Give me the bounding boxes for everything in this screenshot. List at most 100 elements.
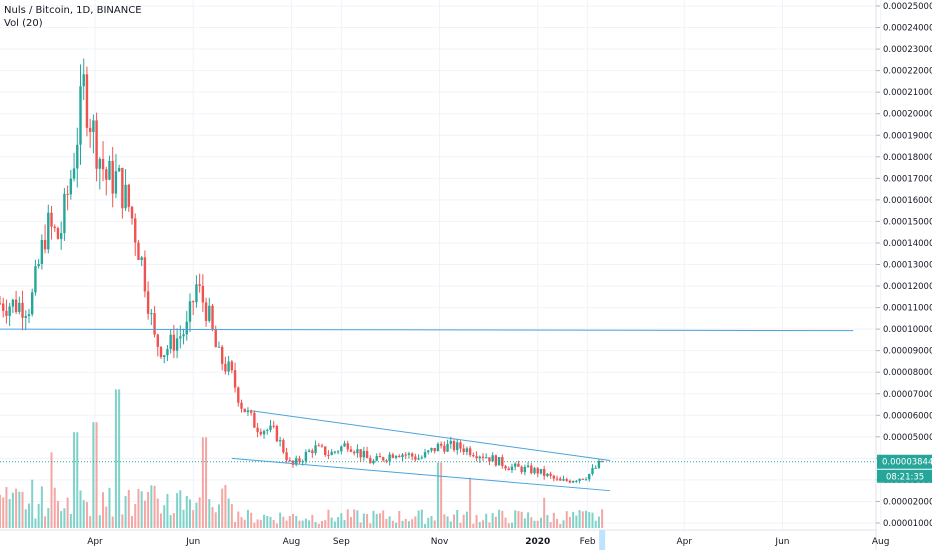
candle-body xyxy=(88,127,92,133)
candle-body xyxy=(262,430,266,435)
volume-bar xyxy=(433,520,436,528)
volume-bar xyxy=(378,513,381,528)
candle-body xyxy=(488,457,491,462)
volume-bar xyxy=(240,517,243,528)
volume-bar xyxy=(31,479,34,528)
volume-bar xyxy=(275,523,278,528)
y-tick-label: 0.00017000 xyxy=(883,174,932,184)
volume-bar xyxy=(436,462,439,528)
x-tick-label: Aug xyxy=(872,537,890,547)
candle-body xyxy=(336,451,340,453)
volume-bar xyxy=(568,516,571,528)
volume-bar xyxy=(89,516,92,528)
candle-body xyxy=(53,226,56,229)
candle-body xyxy=(40,239,44,265)
candle-body xyxy=(356,449,359,454)
volume-bar xyxy=(160,513,162,528)
price-axis[interactable]: 0.000010000.000020000.000030000.00004000… xyxy=(875,0,932,550)
volume-bar xyxy=(214,512,217,528)
volume-bar xyxy=(114,389,117,528)
volume-bar xyxy=(263,514,266,528)
volume-bar xyxy=(353,509,356,528)
volume-bar xyxy=(565,511,568,528)
candle-body xyxy=(278,440,282,442)
volume-bar xyxy=(388,516,391,528)
symbol-title[interactable]: Nuls / Bitcoin, 1D, BINANCE xyxy=(4,5,142,16)
volume-bar xyxy=(591,512,594,528)
volume-bar xyxy=(18,491,21,528)
volume-bar xyxy=(536,520,539,528)
candle-body xyxy=(240,402,243,409)
volume-bar xyxy=(230,504,233,528)
volume-bar xyxy=(330,517,333,528)
trendline-lower-channel[interactable] xyxy=(231,457,611,492)
candle-body xyxy=(82,74,85,87)
y-tick-label: 0.00015000 xyxy=(883,217,932,227)
candle-body xyxy=(153,313,156,335)
volume-bar xyxy=(349,516,352,528)
candle-body xyxy=(59,233,63,239)
candle-body xyxy=(34,266,37,293)
candle-body xyxy=(404,454,407,456)
candle-body xyxy=(214,328,217,348)
candle-body xyxy=(314,445,317,454)
candle-body xyxy=(79,86,82,145)
candle-body xyxy=(333,451,337,453)
volume-bar xyxy=(581,511,584,528)
candle-body xyxy=(536,468,539,474)
volume-bar xyxy=(0,494,1,528)
candle-body xyxy=(0,303,2,305)
candle-body xyxy=(249,410,253,413)
candle-body xyxy=(298,458,301,462)
candle-body xyxy=(365,450,369,459)
candle-body xyxy=(491,455,494,462)
candle-body xyxy=(520,466,523,473)
y-tick-label: 0.00013000 xyxy=(883,261,932,271)
candle-body xyxy=(459,442,462,449)
candle-body xyxy=(510,466,514,471)
volume-bar xyxy=(449,521,452,528)
volume-bar xyxy=(131,516,134,528)
candle-body xyxy=(21,302,24,318)
y-tick-label: 0.00006000 xyxy=(883,411,932,421)
trendlines[interactable] xyxy=(0,328,876,492)
candle-body xyxy=(497,457,501,466)
y-tick-label: 0.00024000 xyxy=(883,24,932,34)
volume-bar xyxy=(172,513,175,528)
candle-body xyxy=(124,184,127,209)
y-tick-label: 0.00011000 xyxy=(883,304,932,314)
candle-body xyxy=(349,449,353,452)
candle-body xyxy=(372,460,375,464)
volume-bar xyxy=(488,522,491,528)
volume-bar xyxy=(27,503,30,528)
volume-bar xyxy=(208,499,211,528)
time-axis[interactable]: Apr Jun Aug Sep Nov 2020 Feb Apr Jun Aug xyxy=(0,529,890,550)
candle-body xyxy=(140,257,143,260)
candle-body xyxy=(343,443,346,447)
volume-bar xyxy=(304,518,307,528)
volume-bar xyxy=(272,519,275,528)
current-bar-marker xyxy=(599,530,606,550)
candle-body xyxy=(192,301,195,303)
volume-bar xyxy=(211,507,214,528)
volume-indicator-label[interactable]: Vol (20) xyxy=(4,18,43,29)
volume-bar xyxy=(356,510,359,528)
volume-bar xyxy=(510,522,513,528)
candle-body xyxy=(256,427,259,432)
candle-body xyxy=(259,431,263,435)
candle-body xyxy=(198,284,201,286)
candle-body xyxy=(507,468,510,471)
trendline-horizontal[interactable] xyxy=(0,328,854,332)
trendline-upper-channel[interactable] xyxy=(252,410,611,462)
candle-body xyxy=(156,334,159,347)
volume-bar xyxy=(308,520,311,528)
candle-body xyxy=(169,334,172,350)
volume-bar xyxy=(201,437,204,528)
candle-body xyxy=(439,443,443,446)
candle-body xyxy=(340,446,343,452)
volume-bar xyxy=(227,498,230,528)
volume-bar xyxy=(359,522,362,528)
volume-bar xyxy=(98,515,101,528)
